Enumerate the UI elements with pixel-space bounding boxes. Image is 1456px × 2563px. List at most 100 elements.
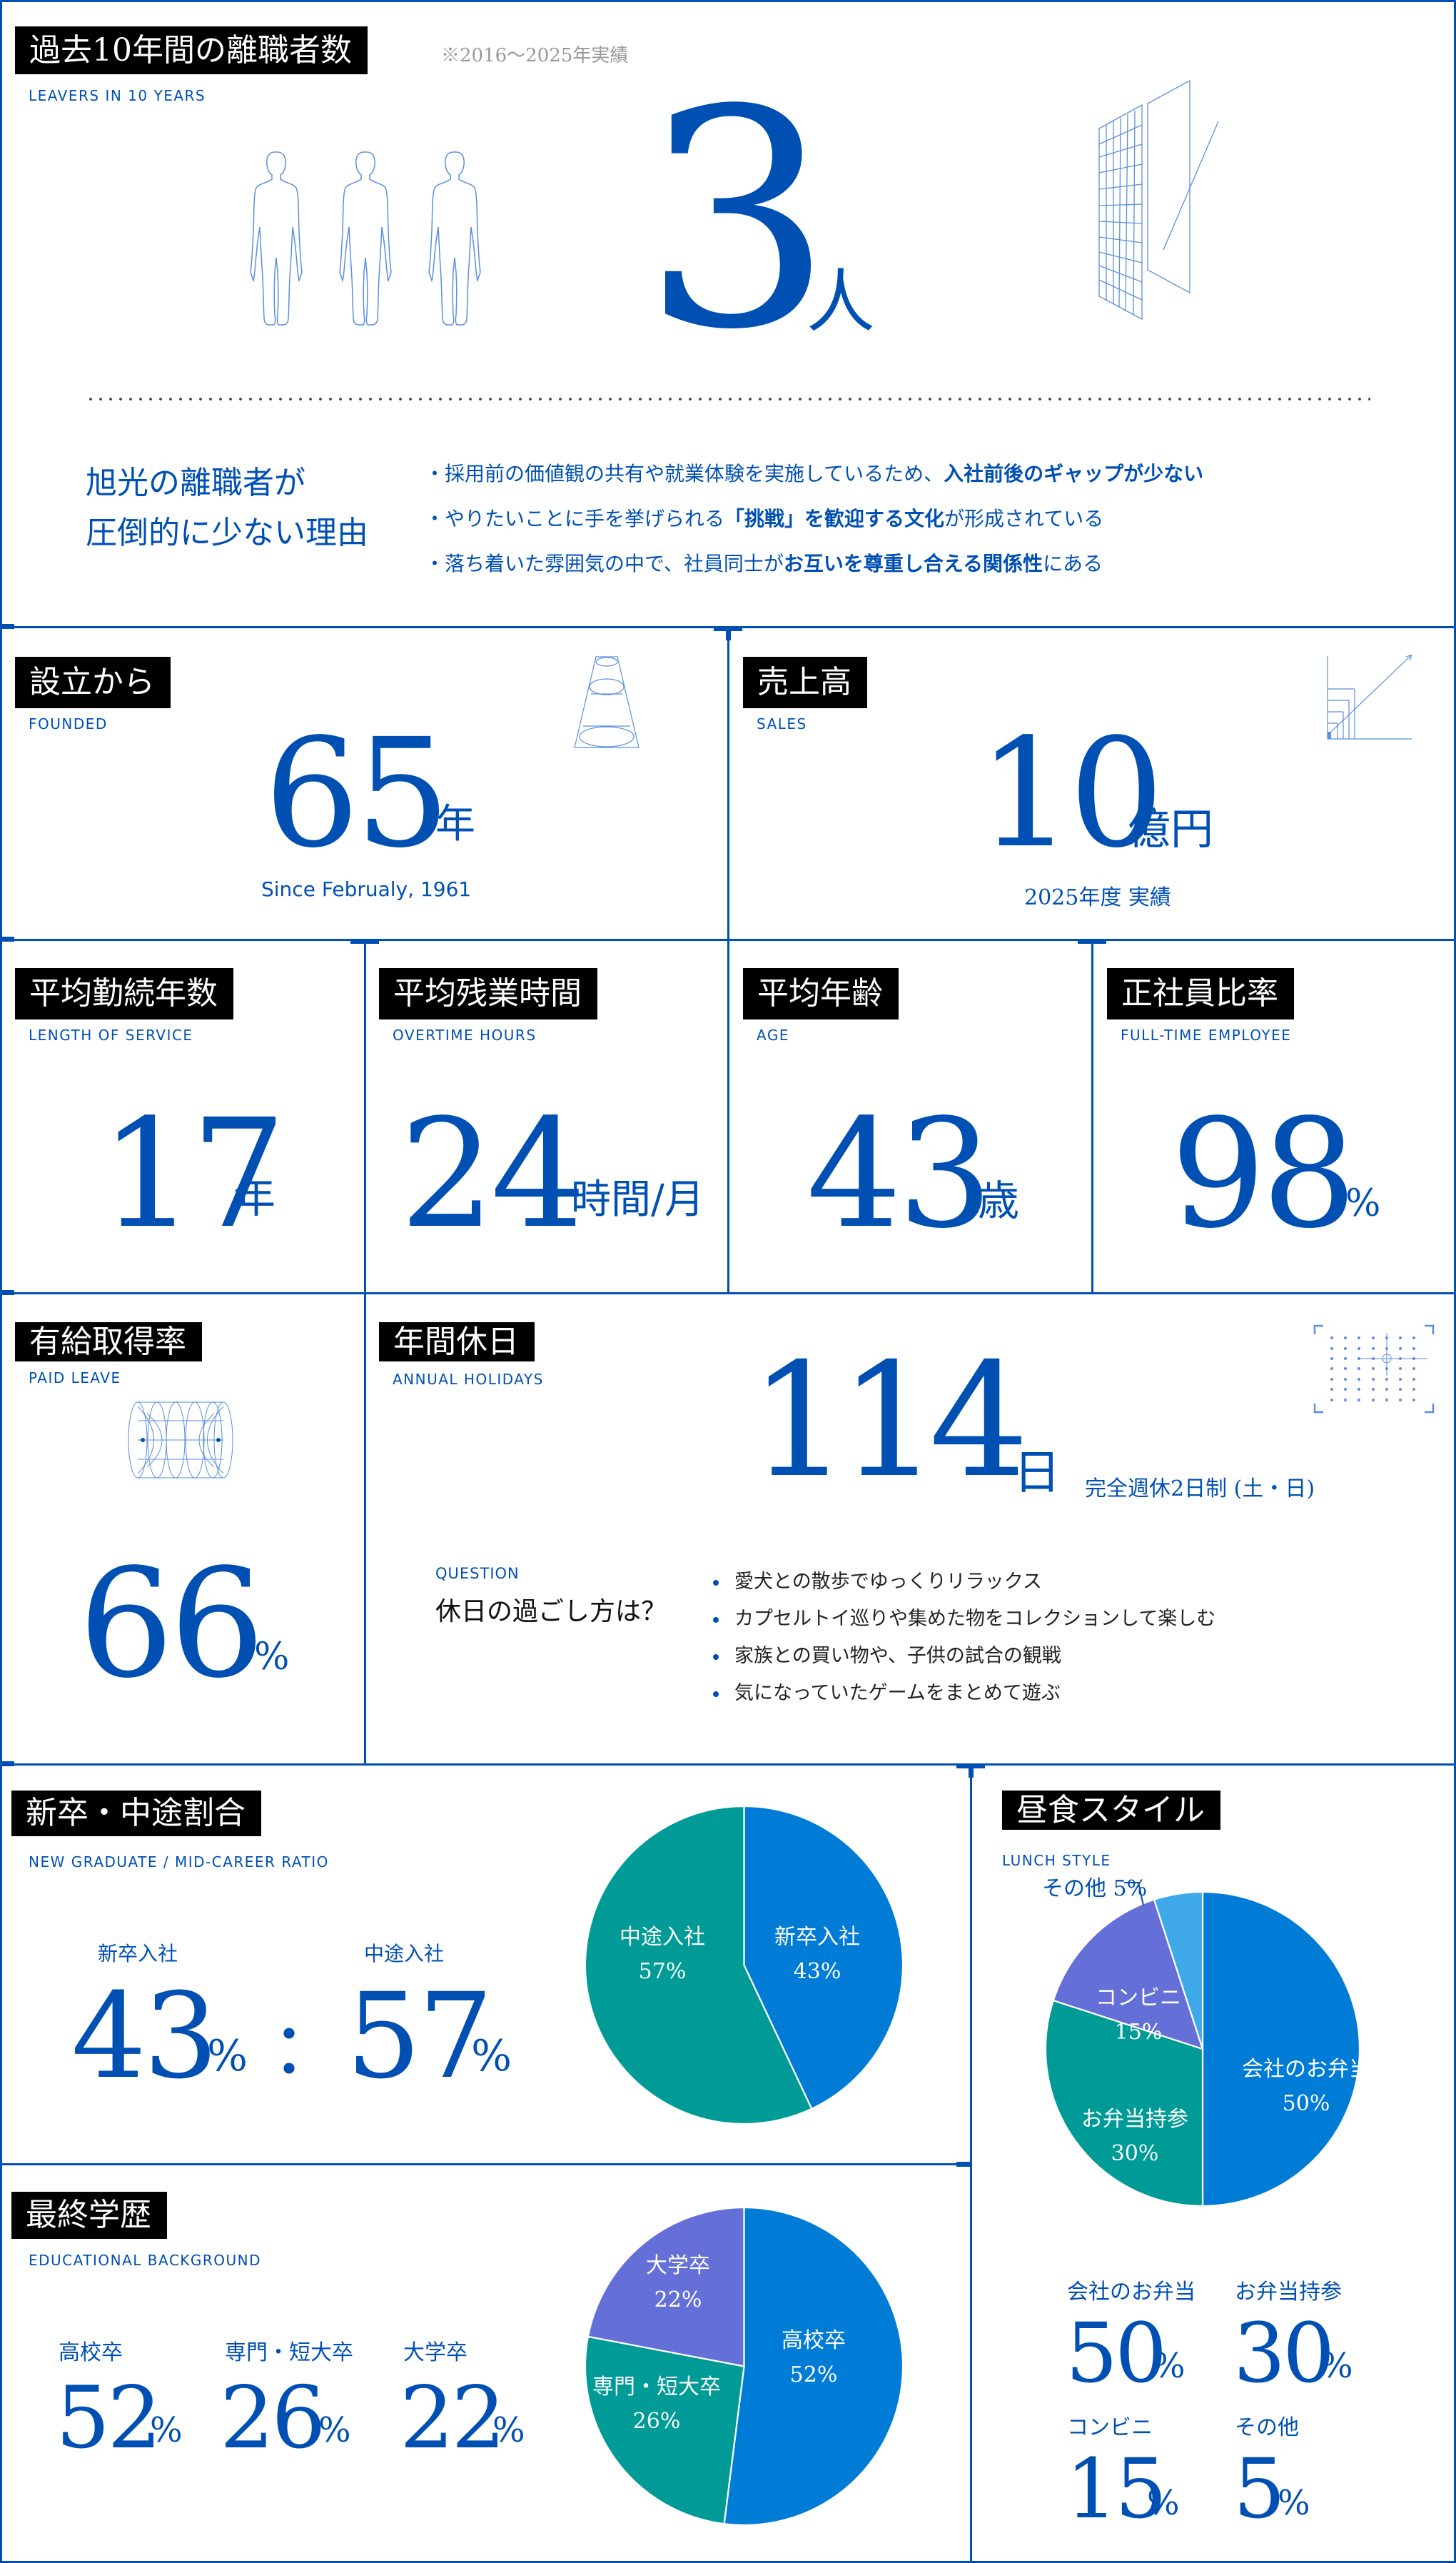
ratio-new-label: 新卒入社 (98, 1942, 178, 1965)
dotted-divider (86, 398, 1370, 401)
reason-item: ・落ち着いた雰囲気の中で、社員同士がお互いを尊重し合える関係性にある (425, 548, 1103, 577)
paid-leave-unit: % (254, 1636, 290, 1678)
lunch-pct: % (1147, 2483, 1180, 2523)
pie-label-pct: 15% (1114, 2020, 1163, 2045)
age-value: 43 (807, 1087, 993, 1262)
service-title: 平均勤続年数 (15, 968, 233, 1019)
education-section: 最終学歴 EDUCATIONAL BACKGROUND 高校卒 52 % 専門・… (0, 2163, 971, 2563)
list-item: 愛犬との散歩でゆっくりリラックス (710, 1564, 1215, 1601)
border-top (0, 0, 1456, 2)
fulltime-section: 正社員比率 FULL-TIME EMPLOYEE 98 % (1092, 939, 1456, 1292)
service-subtitle: LENGTH OF SERVICE (29, 1027, 193, 1044)
pie-label-pct: 30% (1111, 2141, 1159, 2166)
education-pct: % (318, 2410, 351, 2450)
holiday-answers-list: 愛犬との散歩でゆっくりリラックス カプセルトイ巡りや集めた物をコレクションして楽… (710, 1564, 1215, 1712)
overtime-subtitle: OVERTIME HOURS (393, 1027, 537, 1044)
leavers-section: 過去10年間の離職者数 ※2016〜2025年実績 LEAVERS IN 10 … (0, 0, 1456, 626)
wireframe-panels-icon (1098, 79, 1219, 321)
target-grid-icon (1313, 1324, 1435, 1414)
pie-label-pct: 43% (793, 1959, 841, 1984)
lunch-subtitle: LUNCH STYLE (1002, 1852, 1111, 1869)
holidays-unit: 日 (1013, 1445, 1061, 1500)
holidays-value: 114 (749, 1329, 1029, 1512)
pie-label-name: 中途入社 (620, 1925, 705, 1950)
paid-leave-section: 有給取得率 PAID LEAVE 66 % (0, 1292, 364, 1763)
fulltime-unit: % (1345, 1182, 1381, 1225)
age-section: 平均年齢 AGE 43 歳 (728, 939, 1092, 1292)
reason-text: ・落ち着いた雰囲気の中で、社員同士が (425, 552, 784, 575)
leavers-note: ※2016〜2025年実績 (441, 45, 629, 66)
divider-row3 (0, 1292, 1456, 1294)
junction-mark (0, 1761, 14, 1766)
lunch-pct: % (1278, 2483, 1310, 2523)
reason-item: ・採用前の価値観の共有や就業体験を実施しているため、入社前後のギャップが少ない (425, 458, 1203, 487)
junction-mark (0, 937, 14, 942)
age-title: 平均年齢 (743, 968, 899, 1019)
overtime-title: 平均残業時間 (379, 968, 597, 1019)
sales-section: 売上高 SALES 10 億円 2025年度 実績 (728, 626, 1456, 939)
pie-label-highschool: 高校卒 52% (782, 2324, 846, 2392)
reason-text: が形成されている (944, 507, 1104, 530)
founded-value: 65 (264, 706, 450, 881)
overtime-unit: 時間/月 (571, 1177, 704, 1223)
leavers-subtitle: LEAVERS IN 10 YEARS (29, 87, 206, 104)
ratio-title: 新卒・中途割合 (11, 1791, 261, 1836)
lunch-section: 昼食スタイル LUNCH STYLE その他 5% 会社のお弁当 50% お弁当持… (971, 1763, 1456, 2563)
divider-col-4c (1091, 939, 1093, 1292)
ratio-pie-chart (585, 1806, 903, 2124)
pie-label-vocational: 専門・短大卒 26% (592, 2370, 721, 2439)
junction-mark (0, 1290, 14, 1295)
lunch-value: 5 (1233, 2442, 1285, 2537)
education-label: 高校卒 (59, 2340, 123, 2365)
sales-unit: 億円 (1128, 805, 1213, 855)
pie-label-convenience: コンビニ 15% (1096, 1981, 1181, 2050)
education-title: 最終学歴 (11, 2192, 167, 2239)
ratio-colon: ： (271, 2007, 343, 2090)
education-value: 22 (400, 2369, 506, 2468)
reason-emphasis: お互いを尊重し合える関係性 (783, 552, 1043, 575)
paid-leave-subtitle: PAID LEAVE (29, 1369, 121, 1386)
reason-text: ・採用前の価値観の共有や就業体験を実施しているため、 (425, 462, 944, 485)
age-subtitle: AGE (757, 1027, 789, 1044)
junction-mark (1078, 939, 1106, 944)
paid-leave-title: 有給取得率 (15, 1322, 202, 1361)
sales-title: 売上高 (743, 657, 867, 708)
education-value: 26 (220, 2369, 326, 2468)
cylinder-wireframe-icon (128, 1401, 233, 1479)
list-item: 家族との買い物や、子供の試合の観戦 (710, 1638, 1215, 1675)
divider-col-lunch (970, 1763, 972, 2563)
pie-label-mid: 中途入社 57% (620, 1920, 705, 1989)
sales-caption: 2025年度 実績 (1024, 885, 1171, 910)
ratio-new-value: 43 (71, 1968, 218, 2105)
junction-mark (350, 939, 379, 944)
lunch-value: 50 (1066, 2306, 1167, 2402)
divider-row4 (0, 1763, 1456, 1766)
divider-row5 (0, 2163, 971, 2165)
lunch-label: 会社のお弁当 (1067, 2280, 1195, 2305)
holidays-caption: 完全週休2日制 (土・日) (1085, 1476, 1315, 1501)
service-unit: 年 (233, 1173, 275, 1223)
lunch-value: 30 (1233, 2306, 1335, 2402)
list-item: 気になっていたゲームをまとめて遊ぶ (710, 1675, 1215, 1712)
education-subtitle: EDUCATIONAL BACKGROUND (29, 2252, 262, 2269)
pie-label-name: 新卒入社 (774, 1925, 860, 1950)
service-value: 17 (100, 1087, 286, 1262)
divider-col-4b (727, 939, 729, 1292)
lunch-pct: % (1320, 2346, 1353, 2386)
question-text: 休日の過ごし方は？ (435, 1597, 667, 1626)
lunch-title: 昼食スタイル (1002, 1791, 1220, 1830)
paid-leave-value: 66 (79, 1536, 265, 1711)
pie-label-pct: 22% (654, 2287, 702, 2312)
ratio-mid-value: 57 (346, 1968, 493, 2105)
service-section: 平均勤続年数 LENGTH OF SERVICE 17 年 (0, 939, 364, 1292)
growth-chart-icon (1327, 655, 1412, 740)
border-bottom (0, 2561, 1456, 2563)
lunch-label: お弁当持参 (1235, 2280, 1342, 2305)
leavers-unit: 人 (807, 262, 875, 342)
pie-label-pct: 50% (1282, 2091, 1330, 2116)
pie-label-company-bento: 会社のお弁当 50% (1242, 2053, 1370, 2121)
pie-label-new: 新卒入社 43% (774, 1920, 860, 1989)
overtime-value: 24 (400, 1087, 586, 1262)
divider-col-4a (364, 939, 366, 1763)
sales-subtitle: SALES (757, 715, 807, 732)
